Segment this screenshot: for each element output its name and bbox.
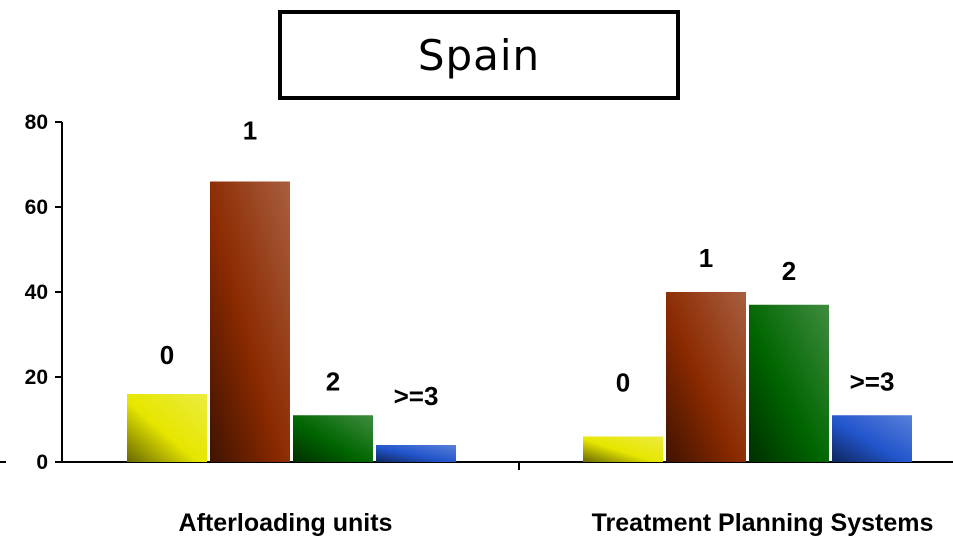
data-label: 2 <box>782 256 796 286</box>
y-tick-label: 40 <box>25 281 48 304</box>
y-tick-label: 60 <box>25 196 48 219</box>
bar <box>832 415 912 462</box>
y-tick-label: 0 <box>36 451 48 474</box>
bar <box>293 415 373 462</box>
bar <box>376 445 456 462</box>
bar <box>666 292 746 462</box>
data-label: >=3 <box>394 381 439 411</box>
bar <box>749 304 829 462</box>
data-label: 1 <box>243 116 257 146</box>
data-label: 2 <box>326 366 340 396</box>
data-label: 0 <box>616 368 630 398</box>
chart-title: Spain <box>417 30 541 80</box>
chart-title-box: Spain <box>278 10 680 100</box>
y-tick-label: 20 <box>25 366 48 389</box>
bar <box>127 394 207 462</box>
x-category-label: Treatment Planning Systems <box>592 509 934 537</box>
bar <box>583 436 663 462</box>
bar <box>210 181 290 462</box>
data-label: 0 <box>160 340 174 370</box>
data-label: >=3 <box>850 366 895 396</box>
x-category-label: Afterloading units <box>179 509 393 537</box>
data-label: 1 <box>699 243 713 273</box>
y-tick-label: 80 <box>25 111 48 134</box>
